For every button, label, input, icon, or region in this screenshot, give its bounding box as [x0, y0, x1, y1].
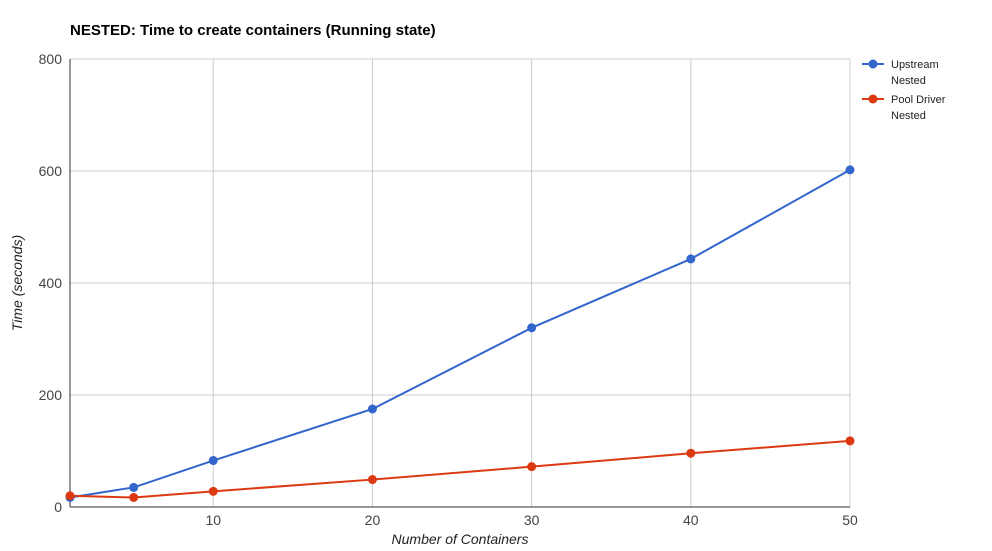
tick-labels: 0 200 400 600 800 10 20 30 40 50: [39, 51, 858, 528]
data-point-pool-driver-nested: [527, 462, 537, 472]
data-point-pool-driver-nested: [208, 486, 218, 496]
chart-title: NESTED: Time to create containers (Runni…: [70, 22, 436, 39]
axes: [69, 59, 850, 508]
y-tick-label: 400: [39, 275, 63, 291]
y-tick-label: 200: [39, 387, 63, 403]
x-tick-label: 40: [683, 512, 699, 528]
legend: Upstream Nested Pool Driver Nested: [862, 59, 946, 122]
legend-label-upstream-nested: Nested: [891, 75, 926, 87]
x-tick-label: 10: [205, 512, 221, 528]
y-tick-label: 600: [39, 163, 63, 179]
series: [65, 165, 855, 502]
data-point-upstream-nested: [845, 165, 855, 175]
data-point-pool-driver-nested: [65, 491, 75, 501]
x-tick-label: 50: [842, 512, 858, 528]
grid: [70, 58, 851, 507]
legend-label-upstream-nested: Upstream: [891, 59, 939, 71]
x-tick-label: 20: [365, 512, 381, 528]
data-point-upstream-nested: [367, 404, 377, 414]
data-point-upstream-nested: [129, 482, 139, 492]
data-point-upstream-nested: [527, 323, 537, 333]
legend-marker-upstream-nested: [868, 59, 878, 69]
y-axis-label: Time (seconds): [9, 235, 25, 331]
y-tick-label: 0: [54, 499, 62, 515]
y-tick-label: 800: [39, 51, 63, 67]
legend-label-pool-driver-nested: Nested: [891, 110, 926, 122]
x-axis-label: Number of Containers: [392, 531, 529, 547]
series-line-upstream-nested: [69, 169, 851, 499]
x-tick-label: 30: [524, 512, 540, 528]
legend-label-pool-driver-nested: Pool Driver: [891, 94, 946, 106]
data-point-pool-driver-nested: [129, 492, 139, 502]
data-point-pool-driver-nested: [845, 436, 855, 446]
data-point-pool-driver-nested: [367, 475, 377, 485]
data-point-upstream-nested: [208, 456, 218, 466]
legend-marker-pool-driver-nested: [868, 94, 878, 104]
data-point-upstream-nested: [686, 254, 696, 264]
data-point-pool-driver-nested: [686, 448, 696, 458]
